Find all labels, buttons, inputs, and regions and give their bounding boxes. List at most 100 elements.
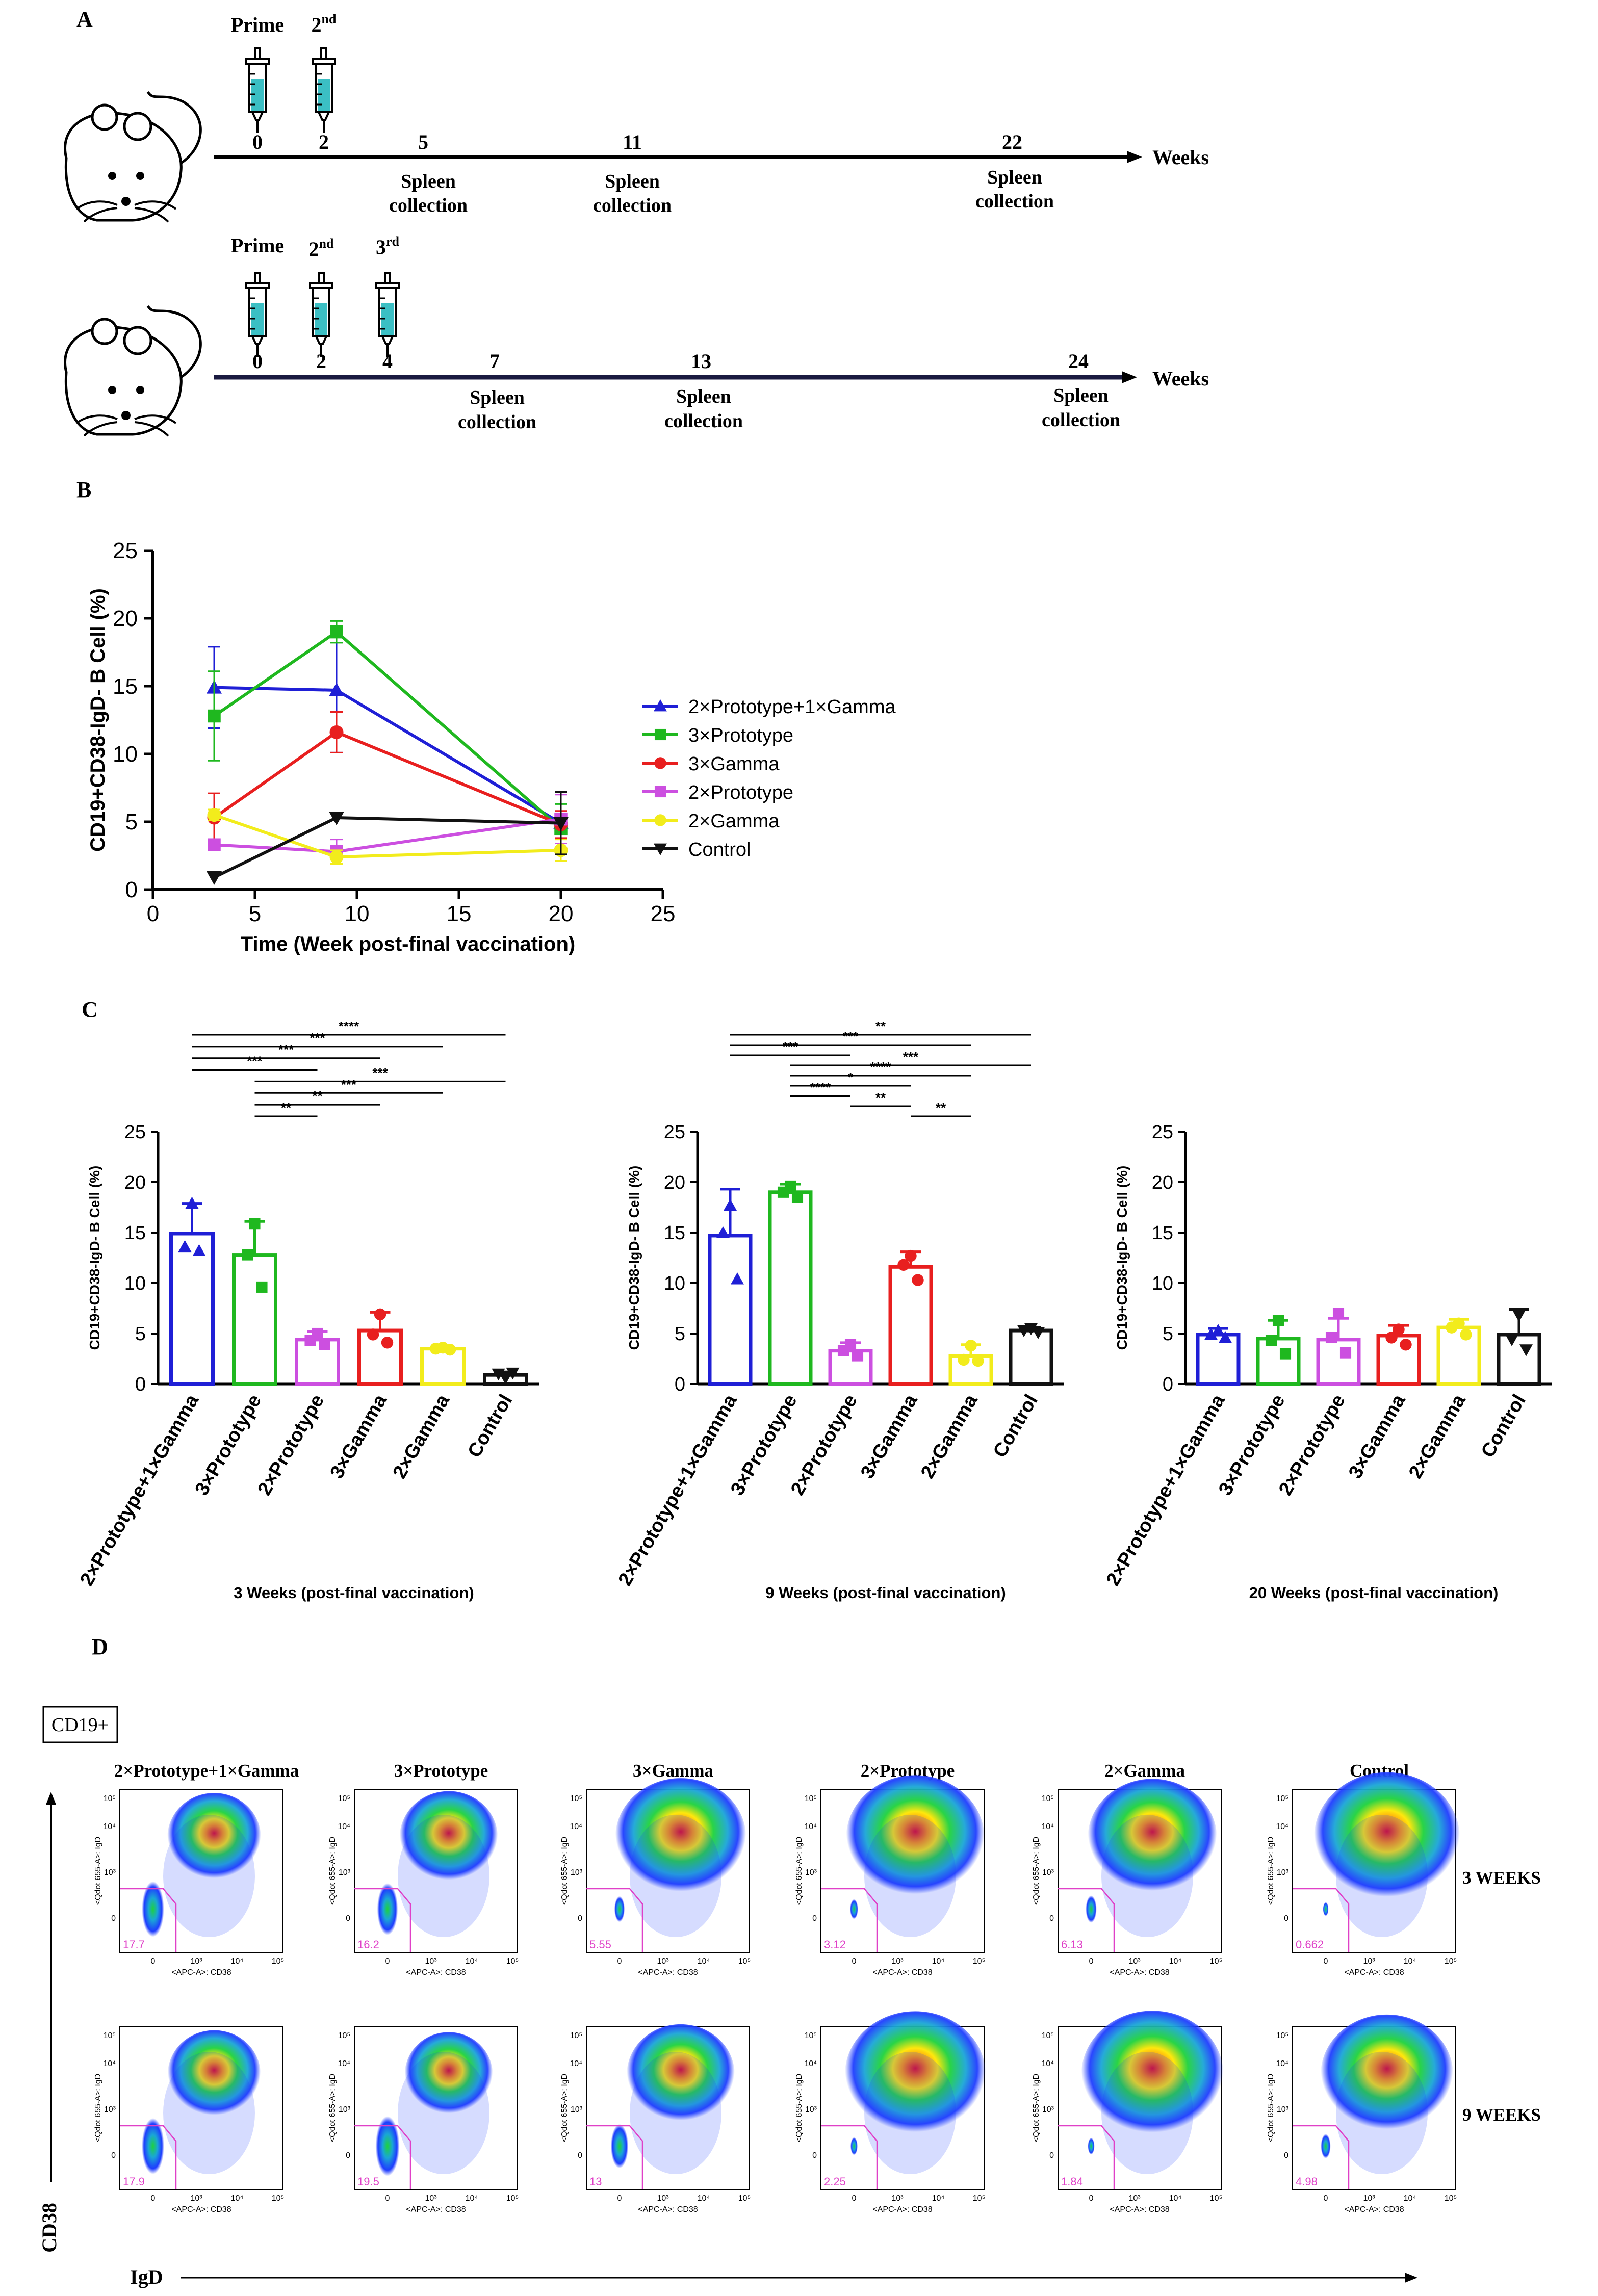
flow-y-tick: 0 (1284, 2151, 1288, 2160)
legend-marker (654, 728, 666, 741)
collection-label: collection (1042, 409, 1120, 431)
data-point (837, 1345, 849, 1356)
y-tick-label: 10 (124, 1273, 146, 1294)
panel-label-a: A (76, 7, 93, 32)
legend-marker (654, 786, 666, 798)
flow-density-spread (163, 1815, 255, 1937)
flow-y-tick: 10³ (1277, 2105, 1289, 2114)
flow-density-main (615, 1778, 746, 1897)
flow-y-tick: 10³ (104, 1868, 116, 1877)
y-tick-label: 10 (113, 742, 138, 767)
x-axis-title: 9 Weeks (post-final vaccination) (765, 1584, 1006, 1602)
timeline-arrowhead (1122, 371, 1137, 383)
flow-density-spread (1101, 1815, 1193, 1937)
flow-gate-value: 16.2 (357, 1938, 379, 1951)
flow-density-spread (1336, 2052, 1428, 2174)
y-tick-label: 25 (124, 1121, 146, 1143)
data-point (912, 1274, 924, 1286)
dose-label: Prime (231, 234, 284, 257)
flow-x-tick: 10³ (891, 2194, 904, 2203)
dose-week: 0 (252, 131, 263, 153)
flow-x-tick: 10³ (425, 2194, 437, 2203)
flow-x-tick: 10⁴ (231, 1957, 244, 1966)
flow-y-tick: 10³ (805, 1868, 817, 1877)
x-tick-label: 2×Prototype+1×Gamma (76, 1391, 203, 1589)
mouse-icon (65, 306, 201, 436)
significance-label: *** (783, 1039, 798, 1054)
series-line (214, 817, 561, 853)
flow-density-gated (377, 1883, 398, 1935)
flow-x-tick: 10³ (190, 2194, 202, 2203)
flow-density-gated (1086, 1895, 1097, 1923)
flow-x-axis-label: <APC-A>: CD38 (872, 1968, 932, 1977)
data-point (1400, 1339, 1412, 1351)
flow-y-tick: 0 (578, 2151, 582, 2160)
bar-chart-20-weeks: 0 5 10 15 20 25 CD19+CD38-IgD- B Cell (%) 2×Pro… (1102, 1121, 1552, 1602)
flow-gate-value: 2.25 (824, 2175, 846, 2188)
data-point (178, 1240, 192, 1253)
flow-plot: 10⁵ 10⁴ 10³ 0 0 10³ 10⁴ 10⁵ <APC-A>: CD38 <Qdot 6… (328, 2026, 519, 2214)
collection-label: Spleen (605, 171, 660, 192)
x-tick-label: Control (989, 1391, 1042, 1462)
bar (232, 1253, 277, 1386)
flow-x-axis-label: <APC-A>: CD38 (1110, 1968, 1169, 1977)
flow-plot: 10⁵ 10⁴ 10³ 0 0 10³ 10⁴ 10⁵ <APC-A>: CD38 <Qdot 6… (560, 2024, 751, 2214)
flow-x-tick: 0 (1324, 2194, 1328, 2203)
flow-density-gated (142, 2118, 164, 2174)
flow-x-tick: 10³ (1128, 2194, 1141, 2203)
x-tick-label: 0 (147, 901, 159, 926)
y-tick-label: 0 (125, 877, 138, 902)
data-point (429, 1343, 442, 1355)
flow-x-tick: 10⁵ (973, 2194, 985, 2203)
data-point (329, 812, 344, 826)
flow-x-tick: 0 (852, 1957, 857, 1966)
data-point (1460, 1328, 1472, 1341)
data-point (329, 682, 344, 696)
flow-y-tick: 10⁴ (570, 1822, 582, 1831)
flow-x-tick: 0 (151, 2194, 156, 2203)
y-tick-label: 0 (135, 1374, 146, 1395)
bar (169, 1232, 215, 1386)
dose-week: 4 (382, 350, 393, 373)
flow-y-axis-label: <Qdot 655-A>: IgD (795, 2074, 804, 2142)
x-tick-label: 2×Gamma (389, 1391, 454, 1482)
flow-y-axis-label: <Qdot 655-A>: IgD (1267, 1837, 1275, 1905)
syringe-icon (245, 272, 270, 358)
flow-density-spread (1101, 2052, 1193, 2174)
y-tick-label: 25 (113, 538, 138, 563)
data-point (1212, 1324, 1225, 1336)
bar (948, 1354, 993, 1386)
data-point (958, 1353, 970, 1366)
significance-label: ** (936, 1100, 946, 1115)
data-point (506, 1367, 520, 1380)
flow-group-label: 2×Prototype+1×Gamma (114, 1761, 299, 1781)
flow-gate (821, 2125, 878, 2189)
data-point (1204, 1327, 1218, 1340)
significance-label: *** (843, 1029, 859, 1044)
data-point (1339, 1347, 1352, 1359)
timeline-2: Prime 2nd 3rd Weeks 0 2 4 7 13 24 Spleen… (65, 234, 1209, 436)
data-point (553, 817, 569, 831)
flow-density-spread (864, 2052, 956, 2174)
flow-x-tick: 0 (1324, 1957, 1328, 1966)
flow-y-axis-label: <Qdot 655-A>: IgD (795, 1837, 804, 1905)
syringe-icon (312, 47, 336, 134)
y-tick-label: 0 (675, 1374, 685, 1395)
dose-label: 3rd (376, 234, 400, 258)
flow-y-tick: 10⁵ (805, 1794, 817, 1803)
y-tick-label: 15 (124, 1222, 146, 1244)
flow-gate (120, 1888, 177, 1952)
bar-chart-3-weeks: 0 5 10 15 20 25 CD19+CD38-IgD- B Cell (%) 2×Pro… (76, 1019, 539, 1602)
y-tick-label: 25 (664, 1121, 685, 1143)
y-tick-label: 10 (664, 1273, 685, 1294)
x-tick-label: 3×Gamma (326, 1391, 392, 1482)
flow-density-gated (1323, 1902, 1329, 1916)
data-point (1512, 1310, 1526, 1322)
flow-gate (1058, 2125, 1115, 2189)
flow-x-tick: 10⁴ (1169, 1957, 1182, 1966)
flow-y-tick: 10³ (1042, 2105, 1054, 2114)
flow-x-tick: 0 (1089, 2194, 1094, 2203)
bar (1436, 1325, 1481, 1386)
data-point (374, 1308, 386, 1321)
